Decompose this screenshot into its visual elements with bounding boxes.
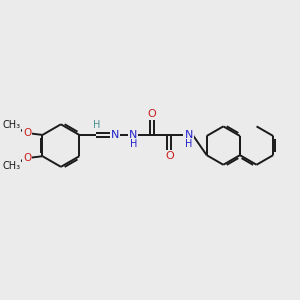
Text: N: N [111, 130, 119, 140]
Text: N: N [129, 130, 137, 140]
Text: N: N [184, 130, 193, 140]
Text: O: O [165, 151, 174, 161]
Text: O: O [23, 153, 31, 163]
Text: H: H [185, 139, 193, 149]
Text: H: H [93, 121, 100, 130]
Text: H: H [130, 139, 137, 149]
Text: O: O [23, 128, 31, 139]
Text: CH₃: CH₃ [2, 161, 20, 171]
Text: O: O [148, 109, 157, 119]
Text: CH₃: CH₃ [2, 120, 20, 130]
